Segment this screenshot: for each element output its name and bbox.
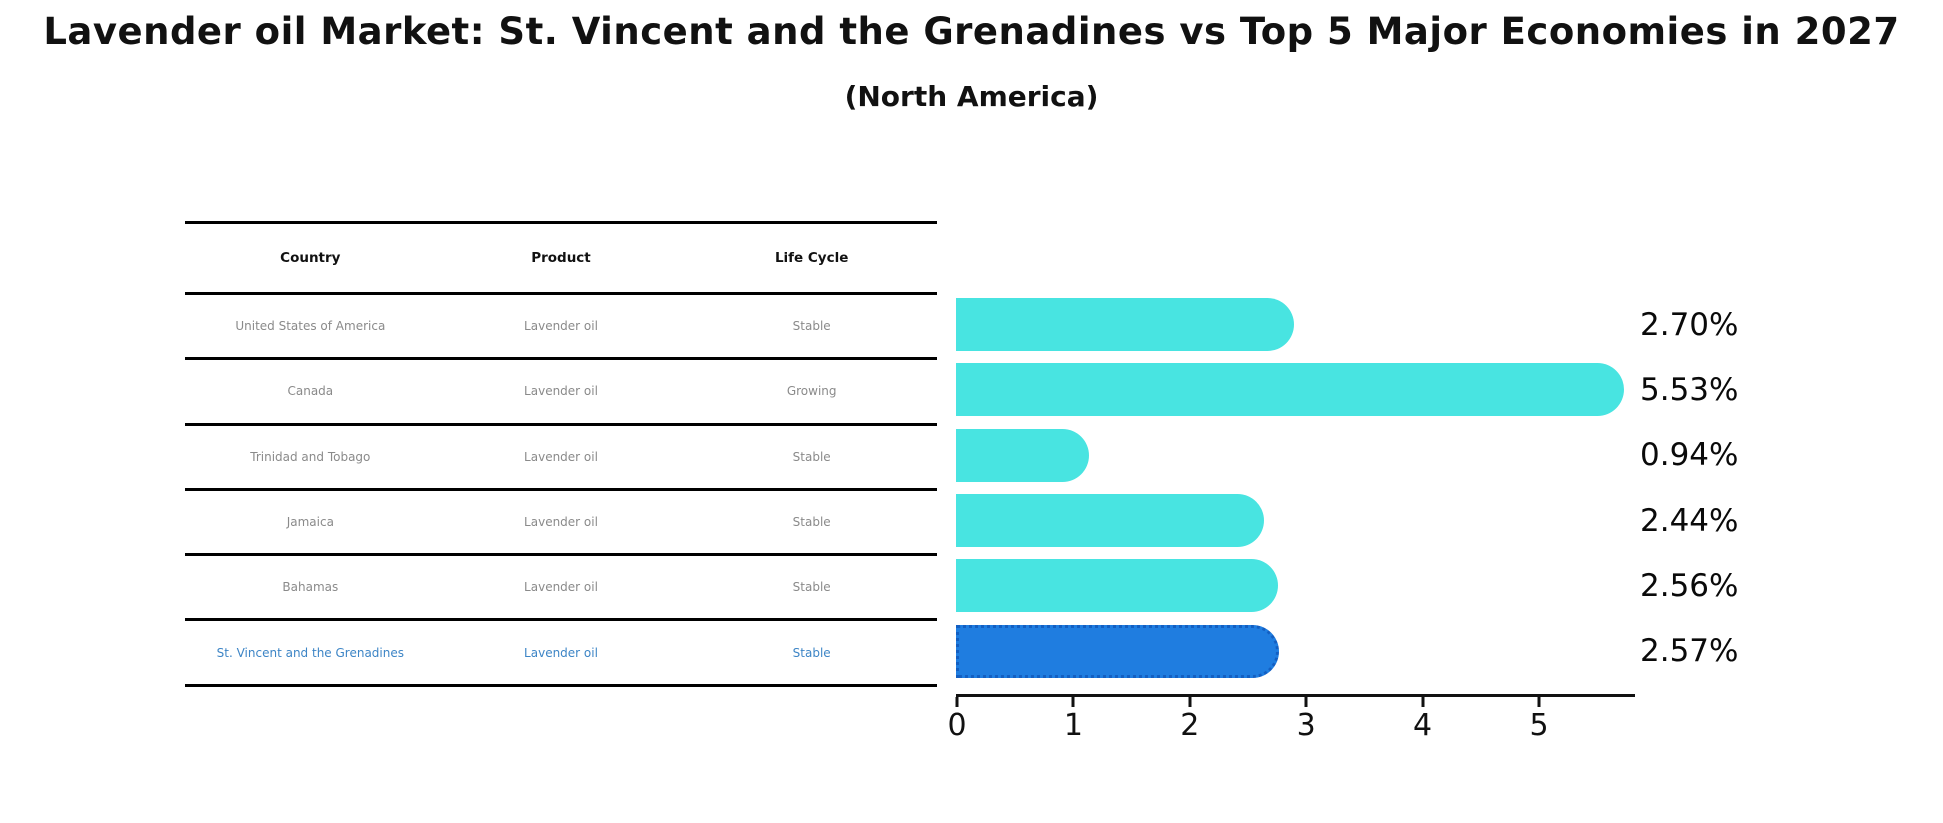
table-row: Trinidad and Tobago Lavender oil Stable xyxy=(185,426,937,491)
x-axis-line xyxy=(956,694,1635,697)
table-cell-product: Lavender oil xyxy=(524,645,598,660)
x-tick-label: 0 xyxy=(947,708,967,743)
table-cell-country: Canada xyxy=(287,384,334,399)
page-title: Lavender oil Market: St. Vincent and the… xyxy=(43,10,1900,53)
bar xyxy=(956,298,1295,352)
table-cell-product: Lavender oil xyxy=(524,515,598,530)
table-cell-country: United States of America xyxy=(235,319,386,334)
x-tick-label: 1 xyxy=(1063,708,1083,743)
x-tick xyxy=(1188,697,1192,707)
bar-value-label: 5.53% xyxy=(1640,371,1739,408)
table-header-country: Country xyxy=(280,250,341,266)
page-subtitle: (North America) xyxy=(844,80,1099,113)
x-tick xyxy=(1537,697,1541,707)
table-cell-life-cycle: Stable xyxy=(792,580,831,595)
table-cell-product: Lavender oil xyxy=(524,449,598,464)
table-cell-country: Bahamas xyxy=(282,580,339,595)
table-cell-country: Trinidad and Tobago xyxy=(250,449,371,464)
table-cell-country: St. Vincent and the Grenadines xyxy=(216,645,404,660)
x-tick-label: 3 xyxy=(1296,708,1316,743)
table-cell-life-cycle: Stable xyxy=(792,645,831,660)
table-row: Jamaica Lavender oil Stable xyxy=(185,491,937,557)
x-tick-label: 4 xyxy=(1413,708,1433,743)
table-header-life-cycle: Life Cycle xyxy=(774,250,849,266)
country-table: Country Product Life Cycle United States… xyxy=(185,221,937,687)
bar-value-label: 0.94% xyxy=(1640,437,1739,474)
bar xyxy=(956,559,1278,613)
bar-value-label: 2.44% xyxy=(1640,502,1739,539)
bar-value-label: 2.57% xyxy=(1640,633,1739,670)
bar xyxy=(956,363,1624,417)
x-tick xyxy=(1304,697,1308,707)
table-row: St. Vincent and the Grenadines Lavender o… xyxy=(185,621,937,687)
x-tick-label: 5 xyxy=(1529,708,1549,743)
x-tick-label: 2 xyxy=(1180,708,1200,743)
highlighted-bar xyxy=(956,624,1280,678)
table-body: United States of America Lavender oil Stab… xyxy=(185,295,937,687)
table-header-row: Country Product Life Cycle xyxy=(185,224,937,295)
table-cell-life-cycle: Growing xyxy=(786,384,837,399)
table-row: United States of America Lavender oil Stab… xyxy=(185,295,937,361)
x-tick xyxy=(1071,697,1075,707)
table-row: Bahamas Lavender oil Stable xyxy=(185,556,937,622)
table-cell-product: Lavender oil xyxy=(524,580,598,595)
table-cell-product: Lavender oil xyxy=(524,384,598,399)
table-header-product: Product xyxy=(531,250,591,266)
x-tick xyxy=(955,697,959,707)
bar-value-label: 2.56% xyxy=(1640,567,1739,604)
table-cell-country: Jamaica xyxy=(286,515,334,530)
table-cell-life-cycle: Stable xyxy=(792,515,831,530)
bar xyxy=(956,428,1090,482)
x-tick xyxy=(1421,697,1425,707)
table-cell-product: Lavender oil xyxy=(524,319,598,334)
table-row: Canada Lavender oil Growing xyxy=(185,360,937,426)
bar xyxy=(956,494,1265,548)
bar-value-label: 2.70% xyxy=(1640,306,1739,343)
table-cell-life-cycle: Stable xyxy=(792,449,831,464)
table-cell-life-cycle: Stable xyxy=(792,319,831,334)
